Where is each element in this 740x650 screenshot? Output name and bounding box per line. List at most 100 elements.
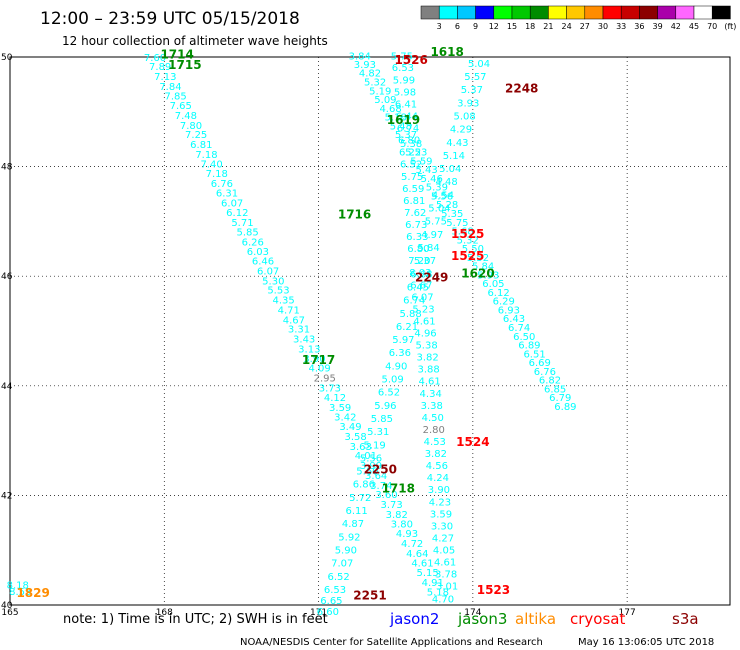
- colorbar-swatch: [566, 5, 586, 20]
- swh-value: 5.18: [385, 113, 407, 124]
- colorbar-label: 3: [437, 22, 442, 31]
- swh-value: 6.85: [544, 384, 566, 395]
- swh-value: 4.90: [385, 361, 407, 372]
- swh-value: 5.04: [439, 164, 461, 175]
- swh-value: 5.37: [395, 130, 417, 141]
- swh-value: 6.80: [407, 244, 429, 255]
- y-tick-label: 42: [1, 491, 12, 501]
- swh-value: 4.50: [422, 413, 444, 424]
- swh-value: 5.38: [415, 341, 437, 352]
- pass-time-label: 1715: [168, 58, 201, 72]
- swh-value: 3.90: [303, 354, 325, 365]
- swh-value: 6.79: [549, 393, 571, 404]
- swh-value: 4.61: [413, 316, 435, 327]
- swh-value: 5.37: [414, 256, 436, 267]
- colorbar-swatch: [620, 5, 640, 20]
- swh-value: 6.74: [397, 124, 419, 135]
- colorbar-label: 21: [543, 22, 553, 31]
- colorbar-label: 30: [598, 22, 608, 31]
- pass-time-label: 2248: [505, 82, 538, 96]
- swh-value: 5.32: [457, 235, 479, 246]
- swh-value: 4.05: [433, 545, 455, 556]
- pass-time-label: 1619: [387, 113, 420, 127]
- swh-value: 5.71: [231, 218, 253, 229]
- swh-value: 4.48: [435, 177, 457, 188]
- swh-value: 4.67: [283, 315, 305, 326]
- swh-value: 5.50: [462, 244, 484, 255]
- swh-value: 4.91: [422, 578, 444, 589]
- swh-value: 5.96: [374, 401, 396, 412]
- swh-value: 3.82: [386, 510, 408, 521]
- pass-time-label: 1618: [430, 45, 463, 59]
- swh-value: 4.71: [278, 305, 300, 316]
- x-tick-label: 177: [619, 608, 636, 618]
- swh-value: 6.21: [396, 322, 418, 333]
- swh-value: 5.04: [428, 204, 450, 215]
- swh-value: 3.63: [350, 442, 372, 453]
- swh-value: 3.38: [421, 401, 443, 412]
- swh-value: 4.29: [450, 125, 472, 136]
- swh-value: 5.68: [451, 227, 473, 238]
- swh-value: 5.84: [417, 243, 439, 254]
- swh-value: 5.53: [267, 286, 289, 297]
- swh-value: 6.03: [247, 247, 269, 258]
- colorbar-label: 33: [616, 22, 626, 31]
- swh-value: 6.68: [410, 269, 432, 280]
- swh-value: 4.27: [432, 533, 454, 544]
- swh-value: 6.73: [405, 220, 427, 231]
- swh-value: 4.34: [420, 389, 442, 400]
- colorbar-label: 9: [473, 22, 478, 31]
- x-tick-label: 168: [156, 608, 173, 618]
- swh-value: 4.43: [446, 138, 468, 149]
- swh-value: 6.53: [392, 63, 414, 74]
- pass-time-label: 1717: [302, 353, 335, 367]
- y-tick-label: 44: [1, 382, 13, 392]
- swh-value: 3.58: [344, 432, 366, 443]
- swh-value: 5.31: [367, 427, 389, 438]
- swh-value: 5.46: [421, 174, 443, 185]
- lat-lon-grid: [10, 57, 730, 605]
- satellite-legend-item: jason3: [457, 610, 507, 628]
- colorbar-swatch: [602, 5, 622, 20]
- pass-time-label: 2249: [415, 271, 448, 285]
- swh-value: 4.96: [414, 328, 436, 339]
- swh-value: 7.18: [195, 150, 217, 161]
- swh-value: 6.69: [529, 358, 551, 369]
- swh-value: 6.80: [398, 136, 420, 147]
- swh-value: 3.88: [417, 365, 439, 376]
- swh-value: 5.72: [349, 493, 371, 504]
- swh-value: 6.07: [411, 292, 433, 303]
- swh-value: 5.14: [443, 151, 465, 162]
- swh-value: 4.61: [411, 559, 433, 570]
- swh-value: 4.23: [429, 497, 451, 508]
- swh-value: 6.76: [211, 179, 233, 190]
- swh-value: 6.07: [257, 267, 279, 278]
- swh-value: 3.99: [360, 461, 382, 472]
- swh-value: 3.42: [334, 412, 356, 423]
- swh-value: 5.04: [468, 59, 490, 70]
- swh-value: 5.56: [431, 191, 453, 202]
- pass-time-label: 1523: [477, 583, 510, 597]
- swh-value: 6.50: [513, 332, 535, 343]
- swh-value: 5.38: [400, 139, 422, 150]
- swh-value: 5.19: [363, 440, 385, 451]
- swh-value: 6.65: [320, 596, 342, 607]
- colorbar-label: 15: [507, 22, 517, 31]
- swh-value: 7.84: [159, 82, 181, 93]
- swh-value: 6.67: [410, 280, 432, 291]
- swh-value: 4.72: [401, 539, 423, 550]
- colorbar-label: (ft): [724, 22, 736, 31]
- swh-value: 7.07: [331, 559, 353, 570]
- colorbar-swatch: [529, 5, 549, 20]
- swh-value: 4.54: [432, 190, 454, 201]
- swh-value: 3.64: [365, 471, 387, 482]
- swh-value: 7.80: [180, 121, 202, 132]
- colorbar-swatch: [711, 5, 731, 20]
- colorbar-swatch: [493, 5, 513, 20]
- swh-value: 6.93: [498, 305, 520, 316]
- pass-time-label: 1526: [394, 53, 427, 67]
- swh-value: 5.57: [464, 72, 486, 83]
- swh-value: 3.43: [293, 335, 315, 346]
- swh-value: 5.75: [391, 52, 413, 63]
- swh-value: 7.65: [170, 101, 192, 112]
